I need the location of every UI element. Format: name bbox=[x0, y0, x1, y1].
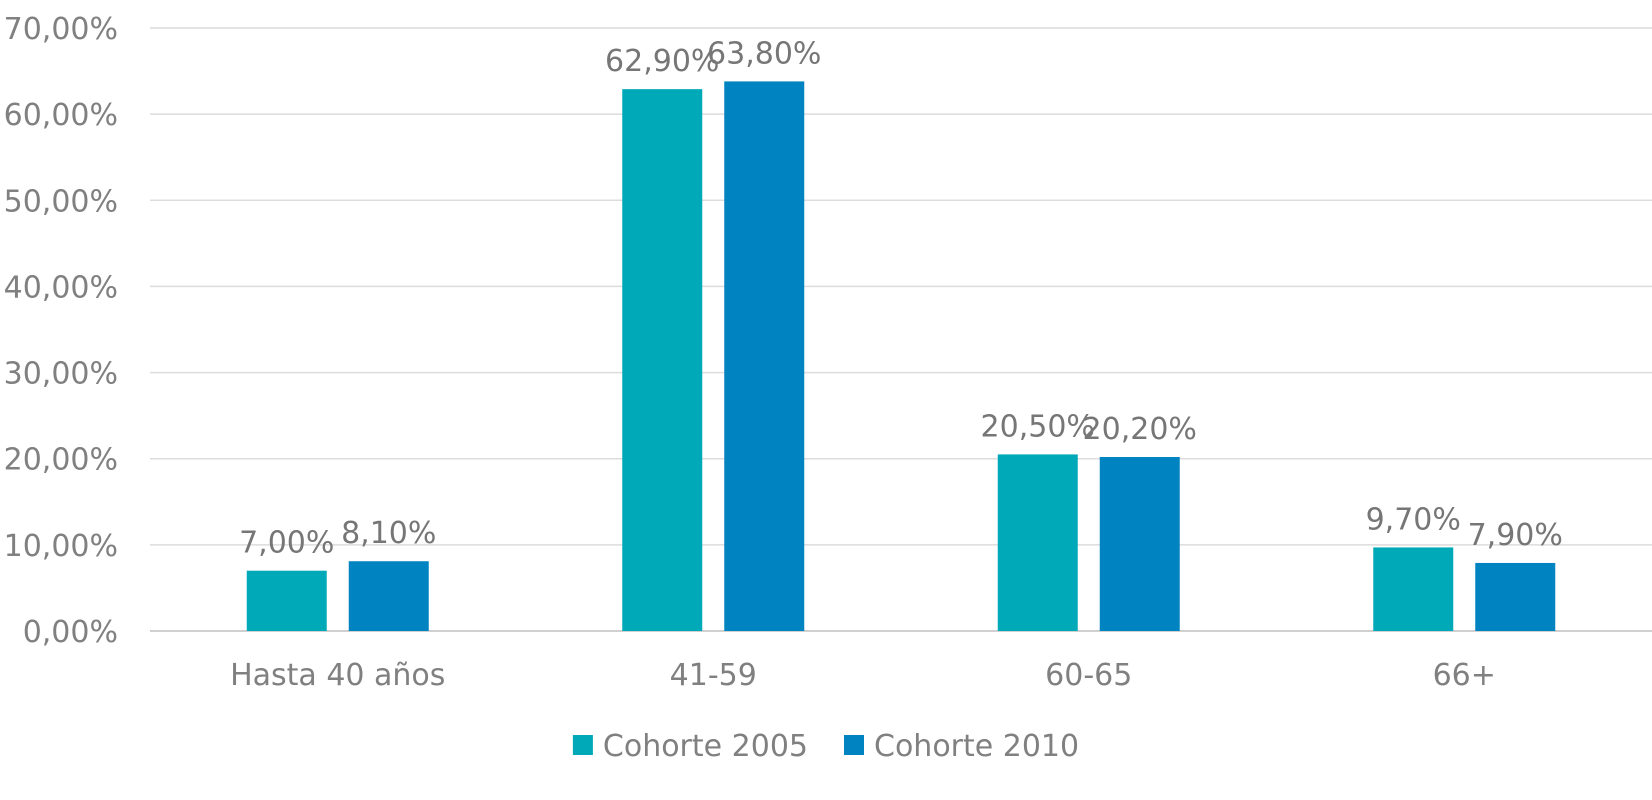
data-label: 63,80% bbox=[707, 36, 821, 71]
bar-cohorte-2010 bbox=[348, 561, 429, 631]
data-label: 20,20% bbox=[1083, 412, 1197, 447]
y-tick-label: 40,00% bbox=[4, 270, 118, 305]
x-tick-label: 41-59 bbox=[670, 658, 757, 693]
legend: Cohorte 2005 Cohorte 2010 bbox=[572, 729, 1079, 764]
data-label: 62,90% bbox=[605, 44, 719, 79]
y-tick-label: 0,00% bbox=[23, 615, 118, 650]
y-tick-label: 60,00% bbox=[4, 98, 118, 133]
x-tick-label: 66+ bbox=[1433, 658, 1496, 693]
bar-cohorte-2010 bbox=[1099, 456, 1180, 631]
data-label: 7,00% bbox=[239, 526, 334, 561]
bar-cohorte-2010 bbox=[724, 81, 805, 631]
legend-swatch bbox=[572, 735, 593, 755]
y-tick-label: 70,00% bbox=[4, 12, 118, 47]
bars bbox=[246, 81, 1556, 631]
data-label: 9,70% bbox=[1366, 502, 1461, 537]
bar-cohorte-2005 bbox=[622, 89, 703, 631]
data-label: 7,90% bbox=[1468, 518, 1563, 553]
x-tick-label: Hasta 40 años bbox=[230, 658, 445, 693]
bar-cohorte-2005 bbox=[997, 454, 1078, 631]
data-label: 20,50% bbox=[981, 409, 1095, 444]
legend-swatch bbox=[844, 735, 864, 755]
x-axis-ticks: Hasta 40 años 41-59 60-65 66+ bbox=[230, 658, 1496, 693]
y-tick-label: 20,00% bbox=[4, 443, 118, 478]
y-tick-label: 30,00% bbox=[4, 357, 118, 392]
bar-cohorte-2010 bbox=[1475, 562, 1556, 631]
bar-cohorte-2005 bbox=[1373, 547, 1454, 631]
data-label: 8,10% bbox=[341, 516, 436, 551]
y-axis-ticks: 0,00% 10,00% 20,00% 30,00% 40,00% 50,00% 60,00… bbox=[4, 12, 118, 650]
bar-cohorte-2005 bbox=[246, 570, 327, 631]
data-labels: 7,00% 8,10% 62,90%63,80% 20,50%20,20% 9,70% 7… bbox=[239, 36, 1563, 560]
x-tick-label: 60-65 bbox=[1045, 658, 1132, 693]
y-tick-label: 10,00% bbox=[4, 529, 118, 564]
legend-label: Cohorte 2005 bbox=[603, 729, 808, 764]
y-tick-label: 50,00% bbox=[4, 184, 118, 219]
legend-label: Cohorte 2010 bbox=[874, 729, 1079, 764]
